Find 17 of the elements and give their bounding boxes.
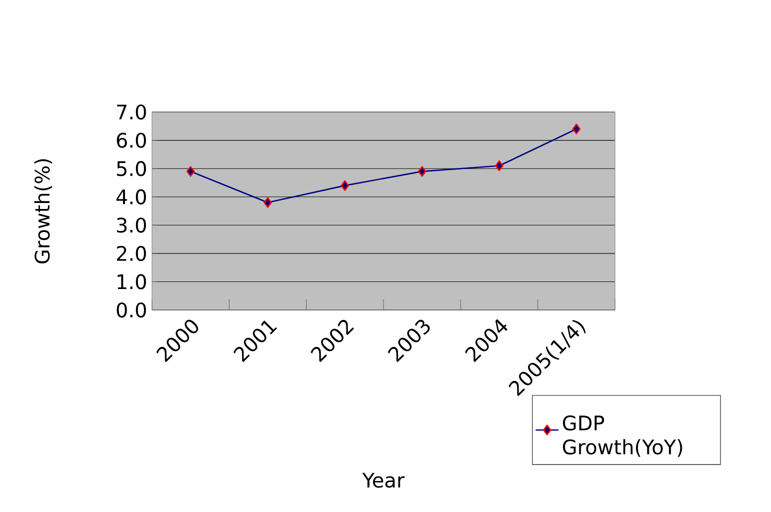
point — [572, 124, 581, 134]
y-tick-label: 3.0 — [117, 218, 146, 233]
legend-label: GDP Growth(YoY) — [562, 415, 682, 457]
point — [186, 166, 195, 177]
y-axis-title: Growth(%) — [34, 159, 52, 264]
point — [264, 197, 272, 208]
y-tick-label: 7.0 — [117, 104, 146, 120]
y-tick-label: 4.0 — [116, 189, 146, 204]
point — [340, 180, 350, 191]
x-axis-title: Year — [362, 472, 405, 488]
point — [418, 166, 426, 177]
point — [495, 160, 504, 172]
y-tick-label: 2.0 — [116, 246, 146, 262]
y-tick-label: 0.0 — [116, 302, 146, 318]
y-tick-label: 1.0 — [118, 274, 146, 290]
y-tick-label: 6.0 — [116, 132, 146, 148]
y-tick-label: 5.0 — [117, 161, 146, 176]
